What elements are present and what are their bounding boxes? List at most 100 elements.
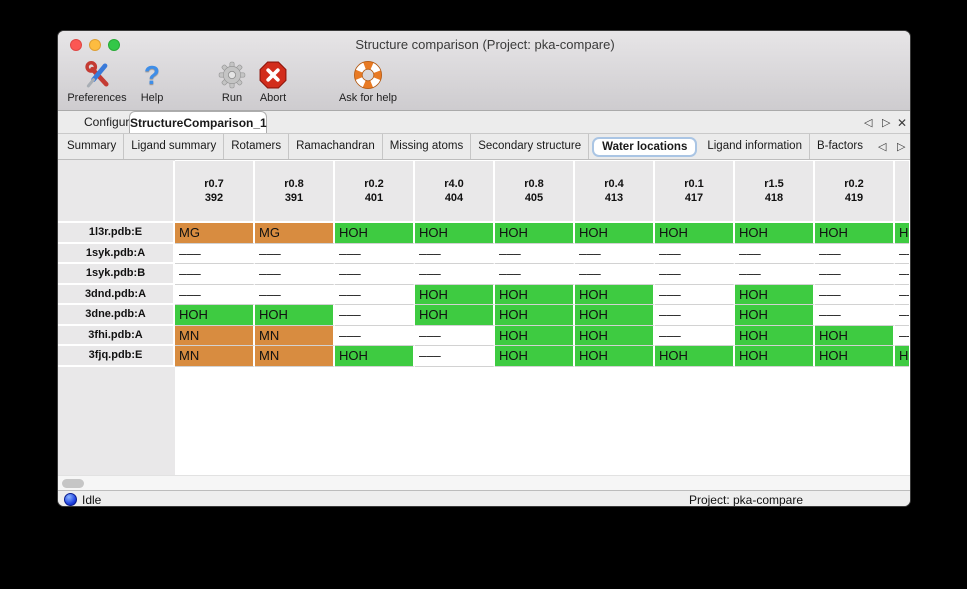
- table-cell[interactable]: –––: [335, 305, 415, 326]
- subtab-summary[interactable]: Summary: [60, 134, 125, 159]
- subtab-secondary-structure[interactable]: Secondary structure: [471, 134, 590, 159]
- tab-structure-comparison[interactable]: StructureComparison_1: [129, 111, 267, 133]
- table-cell[interactable]: –––: [655, 243, 735, 264]
- column-header[interactable]: r1.5 418: [735, 161, 815, 223]
- table-cell[interactable]: HOH: [175, 305, 255, 326]
- row-label[interactable]: 1syk.pdb:A: [58, 243, 175, 264]
- table-cell[interactable]: –––: [735, 243, 815, 264]
- row-label[interactable]: 3dne.pdb:A: [58, 305, 175, 326]
- table-cell[interactable]: HOH: [495, 346, 575, 367]
- row-label[interactable]: 1l3r.pdb:E: [58, 223, 175, 244]
- table-cell[interactable]: –––: [175, 243, 255, 264]
- subtab-missing-atoms[interactable]: Missing atoms: [383, 134, 472, 159]
- table-cell[interactable]: –––: [895, 243, 909, 264]
- horizontal-scrollbar[interactable]: [58, 475, 910, 490]
- table-cell[interactable]: HOH: [815, 346, 895, 367]
- table-cell[interactable]: HOH: [575, 325, 655, 346]
- table-cell[interactable]: HOH: [815, 325, 895, 346]
- table-cell[interactable]: –––: [415, 243, 495, 264]
- table-cell[interactable]: –––: [895, 264, 909, 285]
- table-cell[interactable]: HOH: [335, 346, 415, 367]
- table-cell[interactable]: –––: [735, 264, 815, 285]
- table-cell[interactable]: HOH: [735, 223, 815, 244]
- table-cell[interactable]: –––: [575, 243, 655, 264]
- table-cell[interactable]: HOH: [495, 305, 575, 326]
- table-cell[interactable]: –––: [815, 243, 895, 264]
- table-cell[interactable]: –––: [175, 264, 255, 285]
- table-cell[interactable]: HOH: [575, 284, 655, 305]
- ask-for-help-button[interactable]: Ask for help: [332, 59, 404, 107]
- column-header[interactable]: r0.1 417: [655, 161, 735, 223]
- table-cell[interactable]: MN: [255, 346, 335, 367]
- column-header[interactable]: r0.7 392: [175, 161, 255, 223]
- column-header[interactable]: r0.8 391: [255, 161, 335, 223]
- table-cell[interactable]: –––: [335, 243, 415, 264]
- table-cell[interactable]: –––: [495, 264, 575, 285]
- table-cell[interactable]: HOH: [415, 284, 495, 305]
- subtab-scroll-left-icon[interactable]: ◁: [878, 141, 887, 153]
- table-cell[interactable]: –––: [255, 264, 335, 285]
- table-cell[interactable]: –––: [415, 346, 495, 367]
- tab-configure[interactable]: Configure: [84, 115, 137, 129]
- table-cell[interactable]: HOH: [495, 284, 575, 305]
- table-cell[interactable]: HOH: [255, 305, 335, 326]
- table-cell[interactable]: –––: [175, 284, 255, 305]
- column-header[interactable]: r0.2 401: [335, 161, 415, 223]
- subtab-ligand-information[interactable]: Ligand information: [700, 134, 810, 159]
- table-cell[interactable]: HOH: [895, 223, 909, 244]
- preferences-button[interactable]: Preferences: [64, 59, 130, 107]
- table-cell[interactable]: HOH: [495, 325, 575, 346]
- table-cell[interactable]: HOH: [335, 223, 415, 244]
- run-button[interactable]: Run: [210, 59, 254, 107]
- table-cell[interactable]: –––: [895, 284, 909, 305]
- help-button[interactable]: ? Help: [132, 59, 172, 107]
- column-header[interactable]: [895, 161, 909, 223]
- table-cell[interactable]: MG: [175, 223, 255, 244]
- table-cell[interactable]: –––: [415, 264, 495, 285]
- table-cell[interactable]: –––: [895, 305, 909, 326]
- zoom-window-button[interactable]: [108, 39, 120, 51]
- table-cell[interactable]: HOH: [575, 223, 655, 244]
- table-cell[interactable]: HOH: [495, 223, 575, 244]
- table-cell[interactable]: HOH: [735, 346, 815, 367]
- row-label[interactable]: 3fjq.pdb:E: [58, 346, 175, 367]
- table-cell[interactable]: –––: [815, 264, 895, 285]
- subtab-water-locations[interactable]: Water locations: [592, 136, 698, 157]
- title-bar[interactable]: Structure comparison (Project: pka-compa…: [58, 31, 910, 57]
- table-cell[interactable]: –––: [255, 243, 335, 264]
- table-cell[interactable]: –––: [335, 325, 415, 346]
- tab-scroll-left-icon[interactable]: ◁: [864, 117, 873, 129]
- column-header[interactable]: r0.4 413: [575, 161, 655, 223]
- row-label[interactable]: 1syk.pdb:B: [58, 264, 175, 285]
- close-window-button[interactable]: [70, 39, 82, 51]
- table-cell[interactable]: MG: [255, 223, 335, 244]
- subtab-ligand-summary[interactable]: Ligand summary: [124, 134, 225, 159]
- table-cell[interactable]: –––: [575, 264, 655, 285]
- tab-close-icon[interactable]: ✕: [897, 116, 908, 130]
- table-cell[interactable]: MN: [175, 346, 255, 367]
- subtab-scroll-right-icon[interactable]: ▷: [897, 141, 906, 153]
- table-cell[interactable]: –––: [655, 284, 735, 305]
- abort-button[interactable]: Abort: [249, 59, 297, 107]
- table-cell[interactable]: –––: [655, 325, 735, 346]
- table-cell[interactable]: –––: [895, 325, 909, 346]
- table-cell[interactable]: HOH: [735, 284, 815, 305]
- table-cell[interactable]: HOH: [895, 346, 909, 367]
- table-cell[interactable]: –––: [495, 243, 575, 264]
- column-header[interactable]: r0.2 419: [815, 161, 895, 223]
- subtab-rotamers[interactable]: Rotamers: [224, 134, 290, 159]
- table-cell[interactable]: MN: [255, 325, 335, 346]
- subtab-ramachandran[interactable]: Ramachandran: [289, 134, 383, 159]
- table-cell[interactable]: MN: [175, 325, 255, 346]
- table-cell[interactable]: HOH: [735, 325, 815, 346]
- subtab-b-factors[interactable]: B-factors: [816, 140, 863, 152]
- table-cell[interactable]: HOH: [415, 305, 495, 326]
- table-cell[interactable]: HOH: [575, 346, 655, 367]
- row-label[interactable]: 3fhi.pdb:A: [58, 325, 175, 346]
- table-cell[interactable]: HOH: [575, 305, 655, 326]
- table-cell[interactable]: HOH: [655, 346, 735, 367]
- row-label[interactable]: 3dnd.pdb:A: [58, 284, 175, 305]
- table-cell[interactable]: –––: [255, 284, 335, 305]
- table-cell[interactable]: –––: [335, 264, 415, 285]
- table-cell[interactable]: –––: [415, 325, 495, 346]
